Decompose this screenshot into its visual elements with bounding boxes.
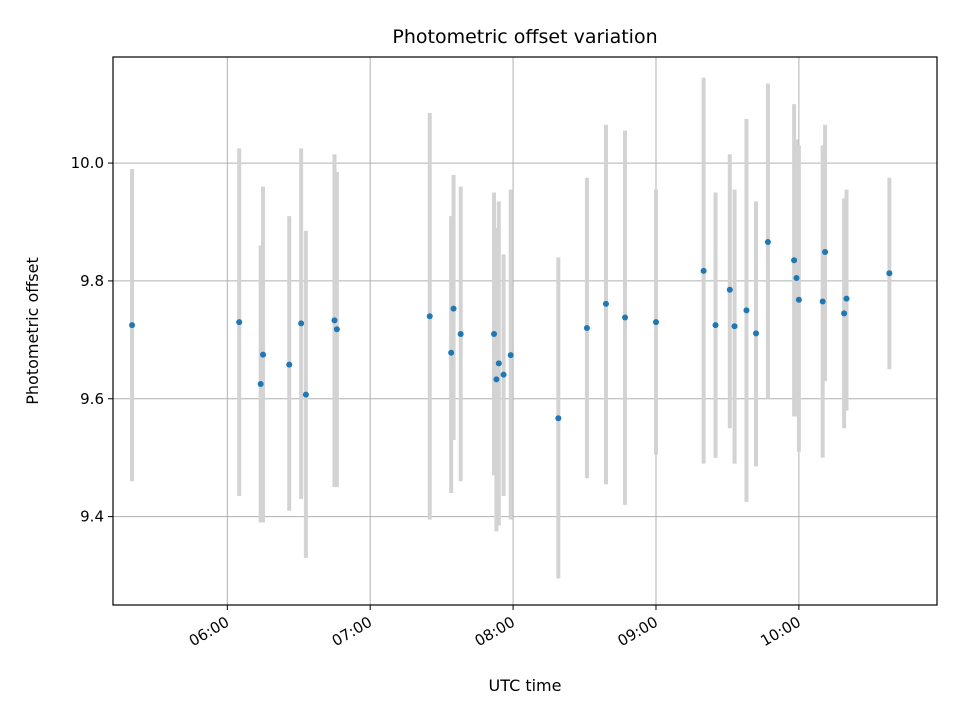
data-point	[843, 295, 850, 302]
data-point	[500, 371, 507, 378]
data-point	[302, 391, 309, 398]
data-point	[493, 376, 500, 383]
data-point	[622, 314, 629, 321]
data-point	[743, 307, 750, 314]
data-point	[726, 286, 733, 293]
data-point	[841, 310, 848, 317]
y-tick-label: 9.8	[80, 272, 104, 290]
data-point	[298, 320, 305, 327]
data-point	[450, 305, 457, 312]
data-point	[129, 322, 136, 329]
data-point	[457, 330, 464, 337]
data-point	[793, 274, 800, 281]
data-point	[426, 313, 433, 320]
plot-area-frame	[112, 56, 938, 606]
data-point	[333, 326, 340, 333]
data-point	[555, 415, 562, 422]
data-points	[129, 239, 893, 422]
data-point	[753, 330, 760, 337]
data-point	[236, 319, 243, 326]
y-tick-label: 10.0	[71, 154, 104, 172]
data-point	[712, 322, 719, 329]
data-point	[507, 352, 514, 359]
data-point	[819, 298, 826, 305]
data-point	[448, 349, 455, 356]
chart-title: Photometric offset variation	[392, 26, 657, 48]
y-axis-label: Photometric offset	[23, 257, 42, 405]
x-axis-label: UTC time	[489, 676, 562, 695]
data-point	[764, 239, 771, 246]
y-tick-label: 9.6	[80, 390, 104, 408]
y-axis-ticks: 9.4 9.6 9.8 10.0	[71, 154, 113, 526]
data-point	[495, 360, 502, 367]
data-point	[331, 317, 338, 324]
y-tick-label: 9.4	[80, 508, 104, 526]
data-point	[791, 257, 798, 264]
data-point	[491, 330, 498, 337]
data-point	[260, 351, 267, 358]
data-point	[795, 296, 802, 303]
data-point	[652, 319, 659, 326]
data-point	[886, 270, 893, 277]
data-point	[822, 249, 829, 256]
data-point	[700, 267, 707, 274]
data-point	[583, 325, 590, 332]
data-point	[286, 361, 293, 368]
data-point	[602, 300, 609, 307]
data-point	[257, 381, 264, 388]
data-point	[731, 323, 738, 330]
